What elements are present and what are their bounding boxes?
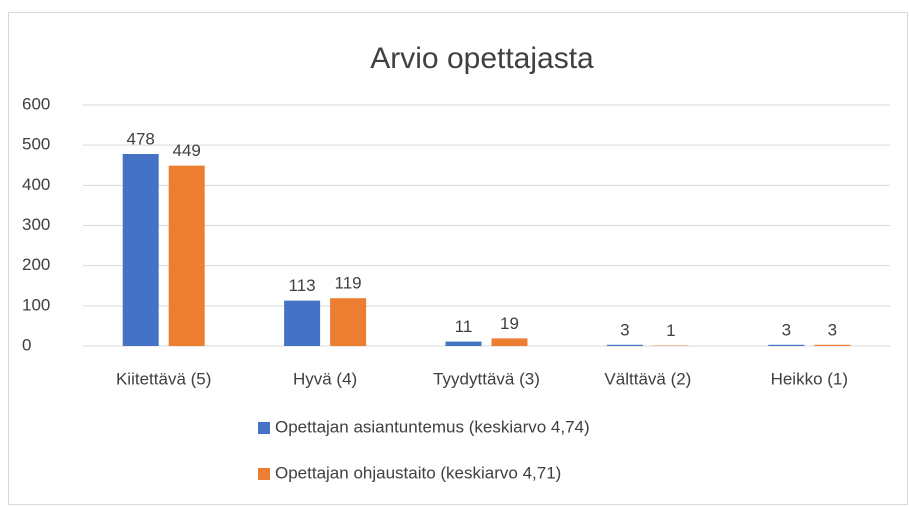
x-tick-label: Heikko (1) [771,369,848,388]
data-label: 478 [127,129,155,148]
data-label: 19 [500,314,519,333]
bar [768,344,805,346]
bar [606,344,643,346]
legend-swatch [258,468,270,480]
x-tick-label: Hyvä (4) [293,369,357,388]
legend-label: Opettajan ohjaustaito (keskiarvo 4,71) [275,463,561,482]
x-tick-label: Kiitettävä (5) [116,369,211,388]
bar [284,300,321,346]
legend-swatch [258,422,270,434]
y-tick-label: 600 [22,94,50,113]
data-label: 1 [666,321,675,340]
data-label: 3 [828,320,837,339]
data-label: 449 [173,141,201,160]
y-tick-label: 200 [22,255,50,274]
y-tick-label: 400 [22,175,50,194]
y-tick-label: 0 [22,335,31,354]
data-label: 3 [620,320,629,339]
bar [122,154,159,346]
bar [814,344,851,346]
chart-title: Arvio opettajasta [370,42,594,75]
bar [330,298,367,346]
data-label: 3 [782,320,791,339]
x-tick-label: Välttävä (2) [604,369,691,388]
legend-label: Opettajan asiantuntemus (keskiarvo 4,74) [275,417,590,436]
y-tick-label: 300 [22,215,50,234]
y-tick-label: 500 [22,135,50,154]
y-tick-label: 100 [22,295,50,314]
bar [445,341,482,346]
data-label: 11 [455,317,473,336]
data-label: 119 [335,274,362,293]
bar [168,165,205,346]
x-tick-label: Tyydyttävä (3) [433,369,540,388]
data-label: 113 [289,276,316,295]
bar [491,338,528,346]
